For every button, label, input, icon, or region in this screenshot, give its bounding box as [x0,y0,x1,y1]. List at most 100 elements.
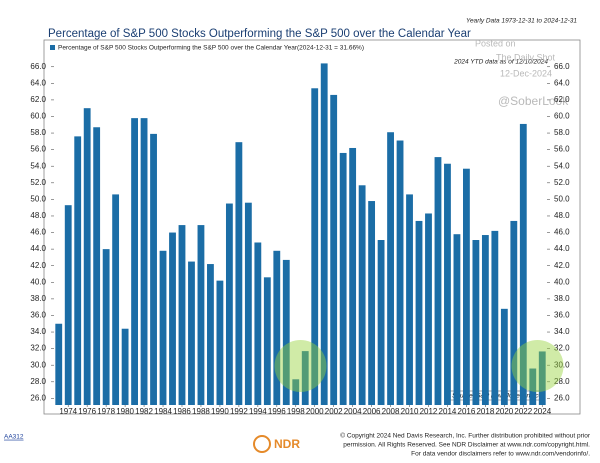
chart-title: Percentage of S&P 500 Stocks Outperformi… [48,28,471,40]
x-tick-label: 1992 [230,407,248,416]
bar [64,205,72,405]
x-tick-label: 2004 [344,407,362,416]
x-tick-label: 2002 [325,407,343,416]
bar [396,140,404,405]
y2-tick-label: 40.0 [554,277,570,286]
bar [150,133,157,405]
bar [500,308,508,405]
bar [387,132,394,406]
y2-tick-label: 36.0 [554,311,570,320]
x-tick-label: 1998 [287,407,305,416]
legend-label: Percentage of S&P 500 Stocks Outperformi… [58,45,364,52]
x-tick-label: 2022 [514,407,532,416]
y-tick-label: 62.0 [30,95,46,104]
copyright: For data vendor disclaimers refer to www… [411,451,590,458]
footer-code: AA312 [4,434,24,441]
bar [273,250,281,405]
legend-swatch [50,45,55,50]
copyright: permission. All Rights Reserved. See NDR… [343,442,590,449]
y-tick-label: 52.0 [30,178,46,187]
copyright: © Copyright 2024 Ned Davis Research, Inc… [340,432,591,440]
x-tick-label: 2006 [363,407,381,416]
x-tick-label: 1986 [173,407,191,416]
bar [93,127,101,405]
bar [74,136,82,405]
y-tick-label: 56.0 [30,145,46,154]
bar [216,280,224,405]
y-tick-label: 60.0 [30,112,46,121]
bar [444,163,451,405]
y2-tick-label: 30.0 [554,360,570,369]
bar [358,185,366,405]
y2-tick-label: 48.0 [554,211,570,220]
bar [453,234,461,405]
bar [292,379,300,405]
y2-tick-label: 46.0 [554,228,570,237]
x-tick-label: 1976 [78,407,96,416]
bar [538,351,546,405]
y-tick-label: 58.0 [30,128,46,137]
y2-tick-label: 50.0 [554,194,570,203]
y2-tick-label: 62.0 [554,95,570,104]
bar [368,201,376,405]
bar [207,264,214,405]
annotation: 2024 YTD data as of 12/10/2024 [453,59,548,66]
bar [282,259,290,405]
bar [463,168,470,405]
bar [178,225,186,405]
watermark: @SoberLook [498,94,569,108]
bar [349,147,357,405]
subtitle: Yearly Data 1973-12-31 to 2024-12-31 [466,18,577,25]
x-tick-label: 2012 [420,407,438,416]
bar [244,202,252,405]
y2-tick-label: 54.0 [554,161,570,170]
x-tick-label: 2000 [306,407,324,416]
x-tick-label: 1996 [268,407,286,416]
y-tick-label: 66.0 [30,62,46,71]
bar [425,213,432,405]
bar [377,240,385,405]
bar [112,194,120,405]
bar [188,261,195,405]
bar [102,249,110,405]
watermark: The Daily Shot [496,52,556,62]
bar [159,250,167,405]
bar [481,235,489,405]
y-tick-label: 42.0 [30,261,46,270]
x-tick-label: 2008 [382,407,400,416]
y-tick-label: 34.0 [30,327,46,336]
y2-tick-label: 32.0 [554,344,570,353]
y2-tick-label: 52.0 [554,178,570,187]
x-tick-label: 2010 [401,407,419,416]
bar [491,230,499,405]
y-tick-label: 64.0 [30,78,46,87]
source: Source: S&P Dow Jones Indices [452,393,546,400]
bar [434,157,442,405]
bar [254,242,262,405]
watermark: Posted on [475,38,516,48]
bar [197,225,205,405]
watermark: 12-Dec-2024 [500,68,552,78]
y-tick-label: 50.0 [30,194,46,203]
y-tick-label: 44.0 [30,244,46,253]
x-tick-label: 1982 [135,407,153,416]
y-tick-label: 46.0 [30,228,46,237]
bar [406,194,413,405]
y2-tick-label: 56.0 [554,145,570,154]
bar [169,232,176,405]
bar [339,152,347,405]
y2-tick-label: 26.0 [554,393,570,402]
bar [320,63,328,406]
bar [131,118,138,405]
y-tick-label: 48.0 [30,211,46,220]
x-tick-label: 2020 [495,407,513,416]
y-tick-label: 54.0 [30,161,46,170]
y-tick-label: 32.0 [30,344,46,353]
x-tick-label: 2024 [533,407,551,416]
y2-tick-label: 44.0 [554,244,570,253]
y-tick-label: 36.0 [30,311,46,320]
y-tick-label: 40.0 [30,277,46,286]
y2-tick-label: 58.0 [554,128,570,137]
y2-tick-label: 60.0 [554,112,570,121]
